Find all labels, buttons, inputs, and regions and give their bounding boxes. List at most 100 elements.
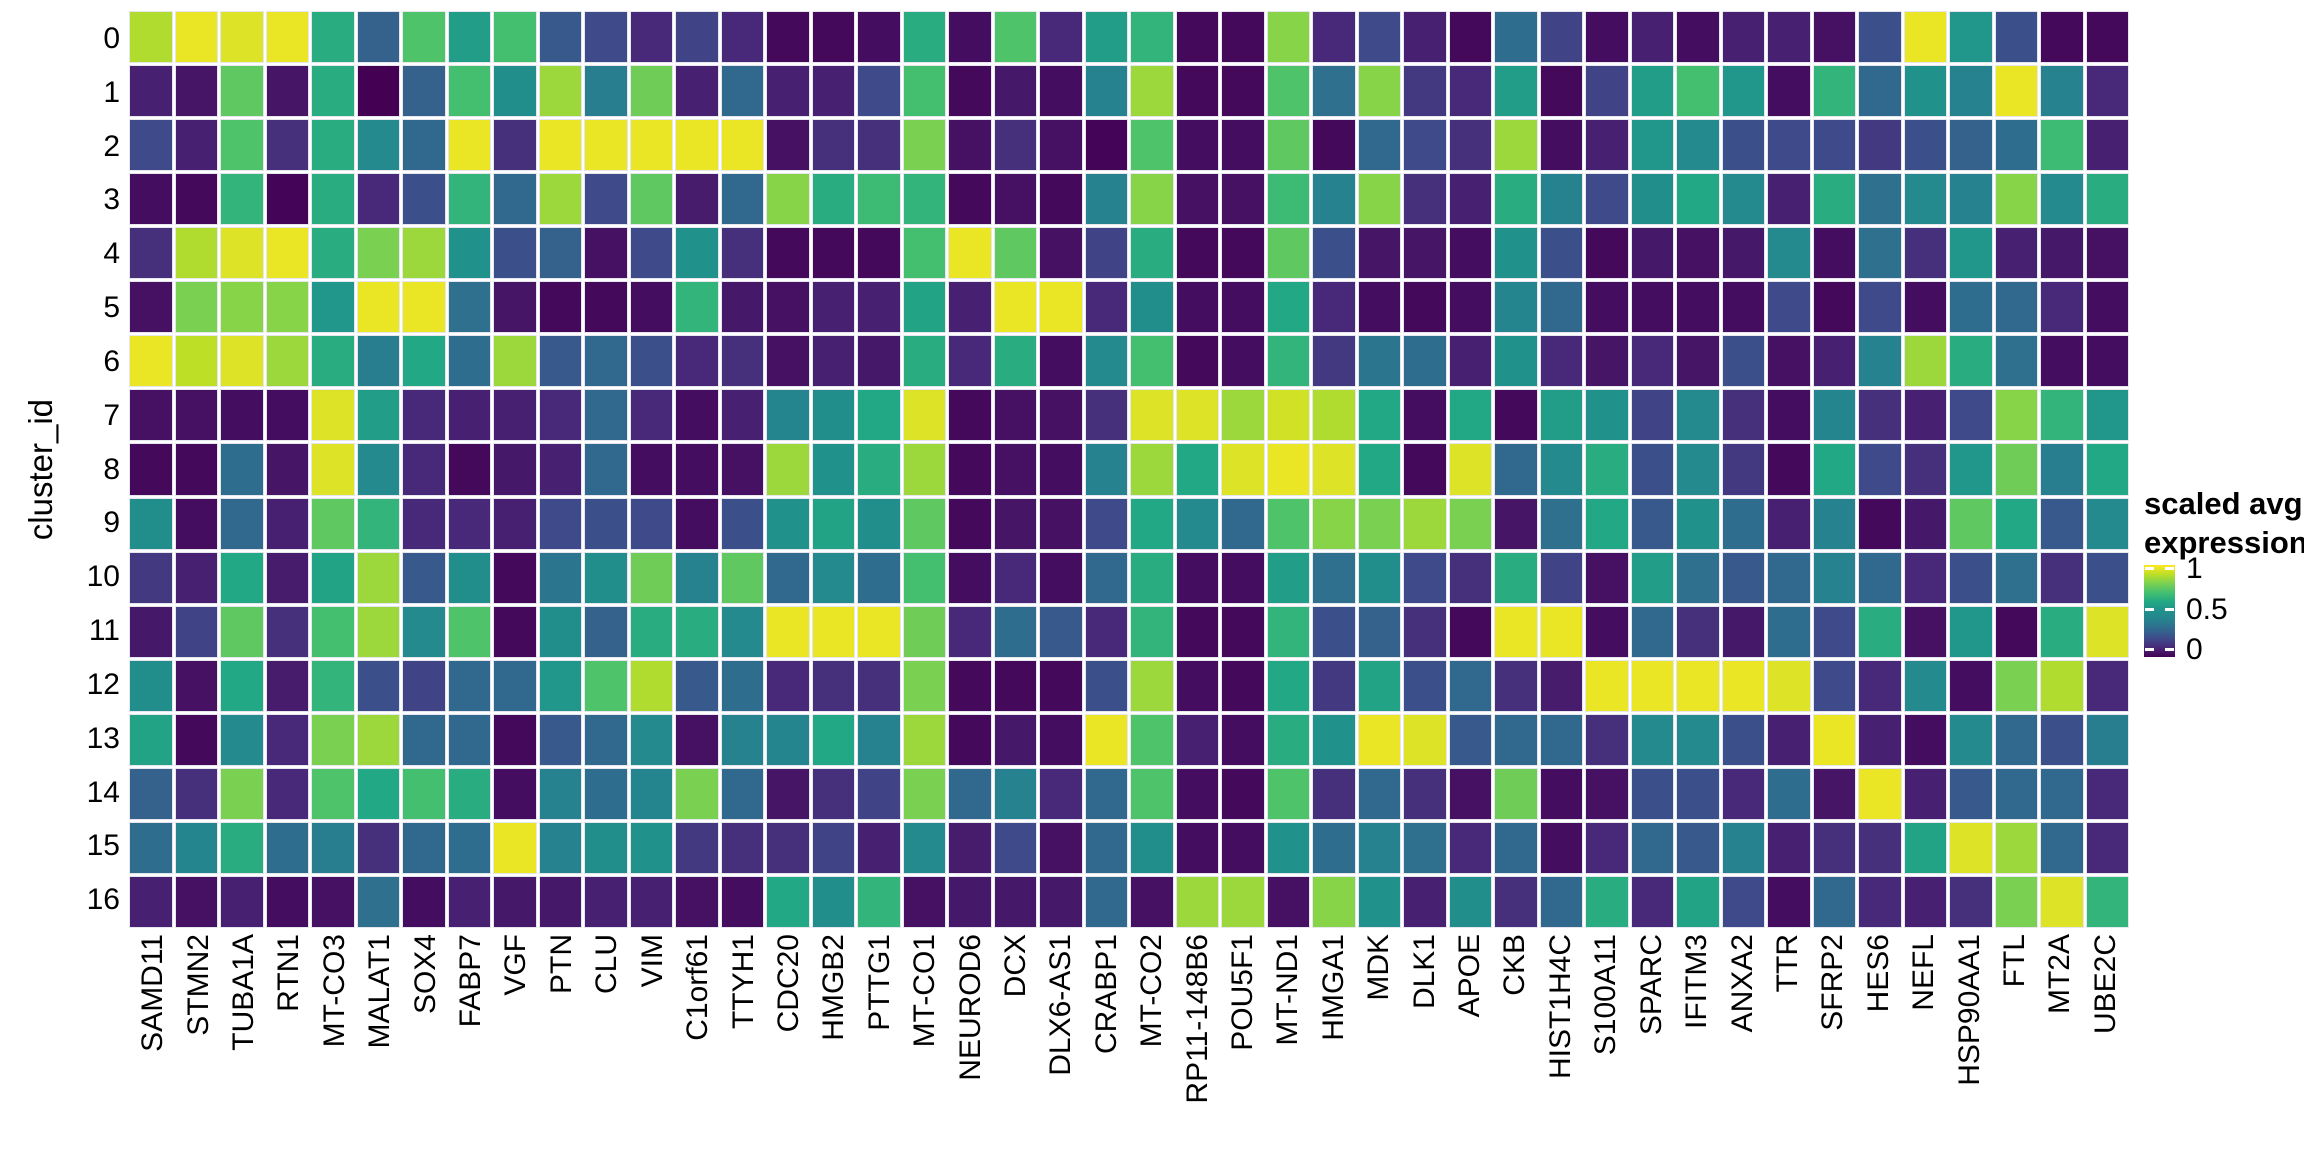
heatmap-cell (311, 119, 355, 172)
heatmap-cell (675, 335, 719, 388)
heatmap-cell (766, 875, 810, 928)
heatmap-cell (1630, 551, 1674, 604)
x-tick-label-text: MT-CO3 (317, 934, 351, 1048)
heatmap-cell (766, 335, 810, 388)
x-tick-label-text: MT2A (2043, 934, 2077, 1015)
heatmap-cell (493, 605, 537, 658)
heatmap-cell (1585, 227, 1629, 280)
heatmap-cell (1676, 605, 1720, 658)
heatmap-cell (129, 119, 173, 172)
heatmap-cell (675, 10, 719, 64)
x-tick-label-text: HIST1H4C (1543, 934, 1577, 1080)
heatmap-cell (766, 10, 810, 64)
heatmap-cell (1903, 10, 1947, 64)
heatmap-cell (857, 10, 901, 64)
heatmap-cell (1266, 119, 1310, 172)
x-tick-label: SPARC (1629, 934, 1674, 1150)
legend-tickmark (2145, 648, 2154, 651)
heatmap-cell (1903, 227, 1947, 280)
heatmap-cell (1767, 767, 1811, 820)
heatmap-cell (356, 10, 400, 64)
y-tick-label: 3 (103, 183, 120, 217)
heatmap-cell (2085, 551, 2129, 604)
heatmap-cell (1312, 551, 1356, 604)
heatmap-cell (1630, 875, 1674, 928)
heatmap-cell (1539, 173, 1583, 226)
x-tick-label: HMGA1 (1311, 934, 1356, 1150)
heatmap-cell (1585, 551, 1629, 604)
heatmap-cell (220, 659, 264, 712)
heatmap-cell (857, 767, 901, 820)
x-tick-label: DLK1 (1401, 934, 1446, 1150)
heatmap-cell (1448, 173, 1492, 226)
heatmap-cell (1084, 281, 1128, 334)
heatmap-cell (1676, 497, 1720, 550)
heatmap-cell (1084, 659, 1128, 712)
heatmap-cell (1539, 551, 1583, 604)
heatmap-cell (1630, 227, 1674, 280)
heatmap-cell (1084, 10, 1128, 64)
heatmap-cell (265, 659, 309, 712)
heatmap-cell (1403, 119, 1447, 172)
heatmap-cell (1084, 227, 1128, 280)
x-tick-label-text: MT-CO1 (908, 934, 942, 1048)
heatmap-cell (1448, 281, 1492, 334)
x-tick-label: RTN1 (266, 934, 311, 1150)
heatmap-cell (1721, 605, 1765, 658)
heatmap-cell (1175, 767, 1219, 820)
x-tick-label: IFITM3 (1674, 934, 1719, 1150)
heatmap-cell (493, 551, 537, 604)
heatmap-cell (538, 497, 582, 550)
heatmap-cell (1494, 10, 1538, 64)
heatmap-cell (1130, 227, 1174, 280)
heatmap-cell (1221, 173, 1265, 226)
heatmap-cell (811, 281, 855, 334)
legend-tickmark (2165, 608, 2174, 611)
heatmap-cell (720, 389, 764, 442)
heatmap-cell (811, 497, 855, 550)
heatmap-cell (1812, 497, 1856, 550)
heatmap-cell (493, 389, 537, 442)
heatmap-cell (1994, 551, 2038, 604)
heatmap-cell (1221, 605, 1265, 658)
y-tick-label: 15 (86, 829, 120, 863)
x-tick-label: C1orf61 (675, 934, 720, 1150)
heatmap-cell (1812, 227, 1856, 280)
heatmap-cell (1312, 389, 1356, 442)
heatmap-cell (948, 227, 992, 280)
heatmap-cell (447, 875, 491, 928)
heatmap-cell (1312, 10, 1356, 64)
heatmap-cell (129, 10, 173, 64)
x-tick-label: VGF (493, 934, 538, 1150)
heatmap-cell (1812, 65, 1856, 118)
heatmap-cell (1767, 659, 1811, 712)
heatmap-cell (1949, 173, 1993, 226)
heatmap-cell (265, 443, 309, 496)
heatmap-cell (902, 821, 946, 874)
x-tick-label: NEFL (1901, 934, 1946, 1150)
heatmap-cell (265, 551, 309, 604)
heatmap-cell (1221, 551, 1265, 604)
heatmap-cell (1903, 119, 1947, 172)
heatmap-grid (129, 10, 2129, 928)
heatmap-cell (584, 659, 628, 712)
legend-tick-label-1: 1 (2186, 552, 2203, 585)
heatmap-cell (402, 10, 446, 64)
heatmap-cell (1266, 281, 1310, 334)
x-tick-label: ANXA2 (1719, 934, 1764, 1150)
heatmap-cell (1630, 173, 1674, 226)
heatmap-cell (1403, 497, 1447, 550)
heatmap-cell (629, 10, 673, 64)
heatmap-cell (811, 65, 855, 118)
heatmap-cell (902, 10, 946, 64)
heatmap-cell (1676, 65, 1720, 118)
heatmap-cell (1494, 65, 1538, 118)
heatmap-cell (356, 713, 400, 766)
heatmap-cell (1585, 443, 1629, 496)
legend-title-line1: scaled avg. (2144, 486, 2304, 521)
y-tick-label: 16 (86, 883, 120, 917)
heatmap-cell (265, 713, 309, 766)
heatmap-cell (1130, 551, 1174, 604)
heatmap-cell (265, 605, 309, 658)
heatmap-cell (447, 335, 491, 388)
